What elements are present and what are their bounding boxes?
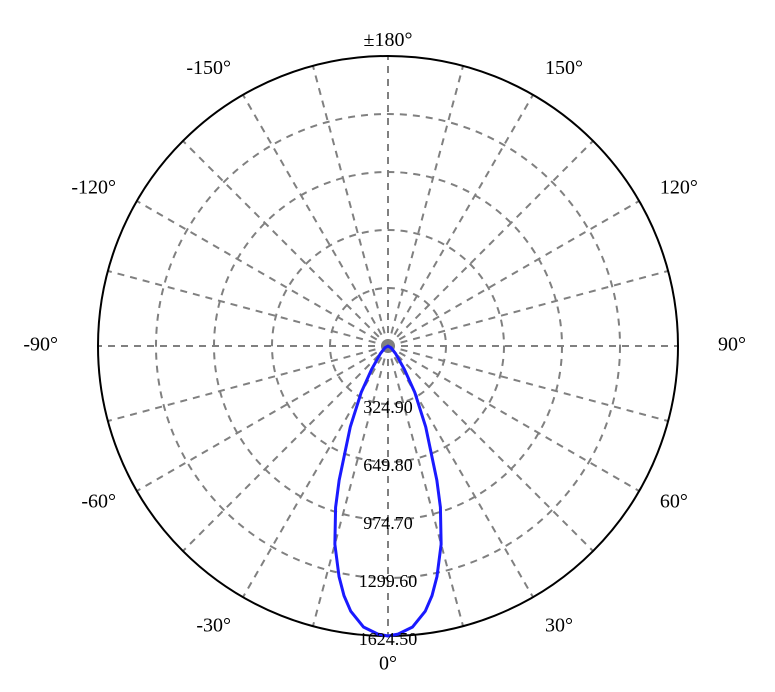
angle-label: 120°	[660, 177, 698, 199]
angle-label: -30°	[196, 615, 231, 637]
ring-label: 324.90	[363, 397, 413, 417]
angle-label: 0°	[379, 653, 397, 675]
angle-label: 150°	[545, 57, 583, 79]
angle-label: 60°	[660, 491, 688, 513]
ring-label: 1624.50	[359, 629, 418, 649]
ring-label: 974.70	[363, 513, 413, 533]
ring-label: 1299.60	[359, 571, 418, 591]
angle-label: -150°	[186, 57, 231, 79]
angle-label: 90°	[718, 334, 746, 356]
angle-label: -90°	[23, 334, 58, 356]
ring-label: 649.80	[363, 455, 413, 475]
angle-label: ±180°	[364, 29, 413, 51]
angle-label: -60°	[81, 491, 116, 513]
angle-label: 30°	[545, 615, 573, 637]
polar-chart: 324.90 649.80 974.70 1299.60 1624.50 ±180° 150…	[0, 0, 775, 692]
angle-label: -120°	[71, 177, 116, 199]
